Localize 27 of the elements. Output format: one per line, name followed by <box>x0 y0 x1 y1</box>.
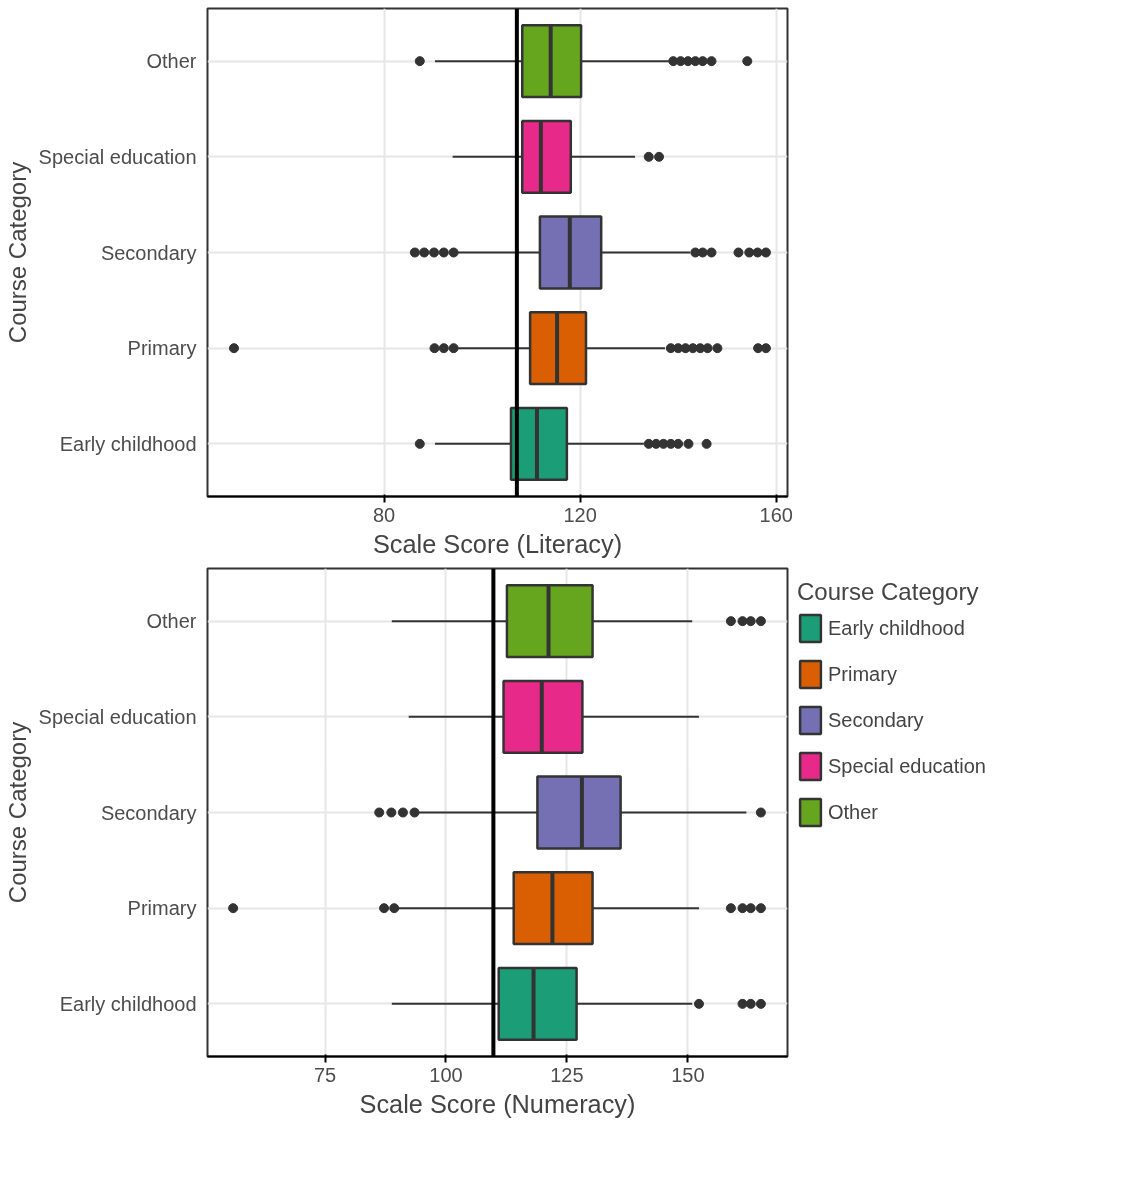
legend-label: Special education <box>828 754 986 778</box>
x-tick-label: 75 <box>313 1063 337 1086</box>
x-tick-label: 150 <box>671 1063 705 1086</box>
y-tick-label: Other <box>146 610 197 633</box>
legend-label: Secondary <box>828 708 924 732</box>
y-tick-label: Early childhood <box>59 992 197 1015</box>
y-tick-label: Primary <box>127 897 197 920</box>
x-tick-label: 80 <box>372 503 396 526</box>
y-axis-title: Course Category <box>3 721 31 904</box>
x-tick-label: 160 <box>759 503 793 526</box>
x-axis-title: Scale Score (Literacy) <box>372 529 623 558</box>
y-axis-title: Course Category <box>3 161 31 344</box>
y-tick-label: Other <box>146 50 197 73</box>
legend-title: Course Category <box>797 578 980 606</box>
y-tick-label: Special education <box>38 145 197 168</box>
y-tick-label: Special education <box>38 705 197 728</box>
x-axis-title: Scale Score (Numeracy) <box>359 1089 636 1118</box>
x-tick-label: 100 <box>429 1063 463 1086</box>
y-tick-label: Early childhood <box>59 432 197 455</box>
legend-label: Other <box>828 800 879 824</box>
x-tick-label: 125 <box>550 1063 584 1086</box>
legend-label: Primary <box>828 662 897 686</box>
legend-label: Early childhood <box>828 616 965 640</box>
y-tick-label: Secondary <box>100 801 197 824</box>
y-tick-label: Secondary <box>100 241 197 264</box>
x-tick-label: 120 <box>563 503 597 526</box>
y-tick-label: Primary <box>127 337 197 360</box>
